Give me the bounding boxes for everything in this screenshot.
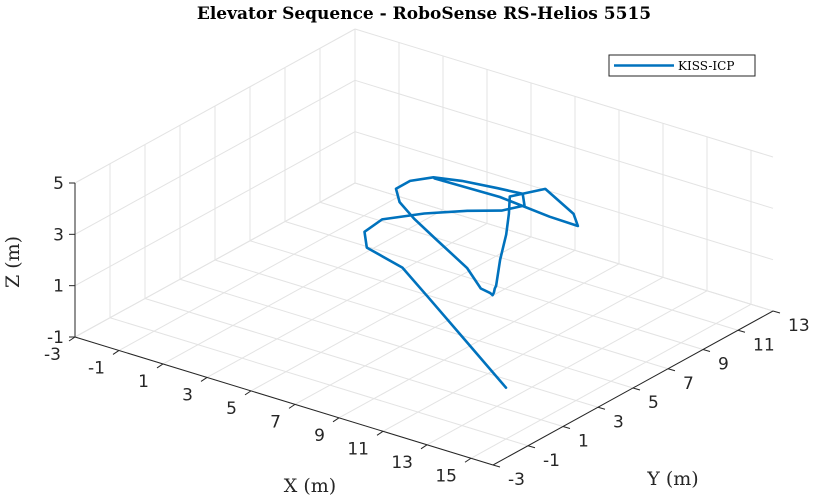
legend-label-kiss-icp: KISS-ICP: [678, 59, 734, 73]
y-tick-mark: [562, 426, 571, 429]
back-wall-gridline-z: [74, 79, 356, 235]
z-tick-label: 1: [53, 277, 64, 297]
z-tick-label: 5: [53, 174, 64, 194]
y-tick-label: 9: [718, 355, 729, 375]
y-tick-mark: [527, 445, 536, 449]
floor-gridline-y: [249, 240, 669, 370]
side-wall-gridline-z: [354, 79, 774, 209]
floor-gridline-y: [214, 259, 634, 389]
floor-gridline-y: [144, 298, 564, 427]
x-tick-mark: [332, 417, 340, 423]
side-wall-gridline-z: [354, 28, 774, 158]
z-tick-label: 3: [53, 225, 64, 245]
x-tick-mark: [464, 457, 472, 463]
x-tick-mark: [288, 403, 296, 409]
x-tick-label: 3: [182, 385, 193, 405]
x-tick-label: 5: [226, 399, 237, 419]
chart-title: Elevator Sequence - RoboSense RS-Helios …: [197, 4, 651, 24]
x-tick-label: 1: [138, 372, 149, 392]
x-tick-label: -3: [44, 345, 61, 365]
back-wall-gridline-z: [74, 28, 356, 184]
x-tick-mark: [68, 336, 76, 342]
side-wall-gridline-z: [354, 182, 774, 312]
z-axis-label: Z (m): [2, 236, 24, 288]
x-tick-label: 9: [314, 426, 325, 446]
x-tick-mark: [420, 444, 428, 450]
x-axis-line: [74, 336, 494, 466]
floor-gridline-y: [109, 317, 529, 447]
x-tick-label: 11: [347, 439, 369, 459]
y-tick-mark: [597, 406, 606, 410]
x-tick-mark: [200, 377, 208, 382]
series-lines: [363, 176, 580, 389]
y-tick-mark: [737, 329, 746, 333]
x-tick-label: 15: [435, 466, 457, 486]
legend-box: [608, 54, 756, 77]
x-tick-mark: [376, 430, 384, 436]
x-tick-mark: [244, 390, 252, 396]
y-tick-label: 3: [613, 412, 624, 432]
z-tick-label: -1: [47, 328, 64, 348]
back-wall-gridline-z: [74, 131, 356, 287]
x-tick-label: -1: [88, 358, 105, 378]
x-tick-label: 13: [391, 453, 413, 473]
y-tick-label: 5: [648, 393, 659, 413]
y-tick-mark: [702, 349, 711, 352]
floor-gridline-y: [284, 221, 704, 350]
side-wall-gridline-z: [354, 131, 774, 261]
series-line-kiss-icp: [363, 176, 580, 389]
y-tick-mark: [632, 387, 641, 391]
x-tick-mark: [112, 350, 120, 355]
x-tick-mark: [156, 363, 164, 369]
legend: KISS-ICP: [608, 54, 756, 77]
y-tick-label: 13: [788, 316, 810, 336]
y-tick-label: -1: [543, 451, 560, 471]
y-tick-mark: [492, 464, 501, 468]
y-tick-mark: [667, 368, 676, 372]
floor-gridline-y: [179, 278, 599, 408]
x-tick-label: 7: [270, 412, 281, 432]
grid-lines: [74, 28, 774, 466]
y-axis-label: Y (m): [646, 468, 698, 490]
axis-lines: [68, 182, 781, 468]
x-axis-label: X (m): [284, 475, 336, 497]
y-tick-label: 7: [683, 374, 694, 394]
floor-gridline-y: [319, 201, 739, 331]
y-tick-mark: [772, 310, 781, 314]
y-tick-label: 11: [753, 335, 775, 355]
y-tick-label: 1: [578, 432, 589, 452]
back-wall-gridline-z: [74, 182, 356, 338]
y-tick-label: -3: [508, 470, 525, 490]
